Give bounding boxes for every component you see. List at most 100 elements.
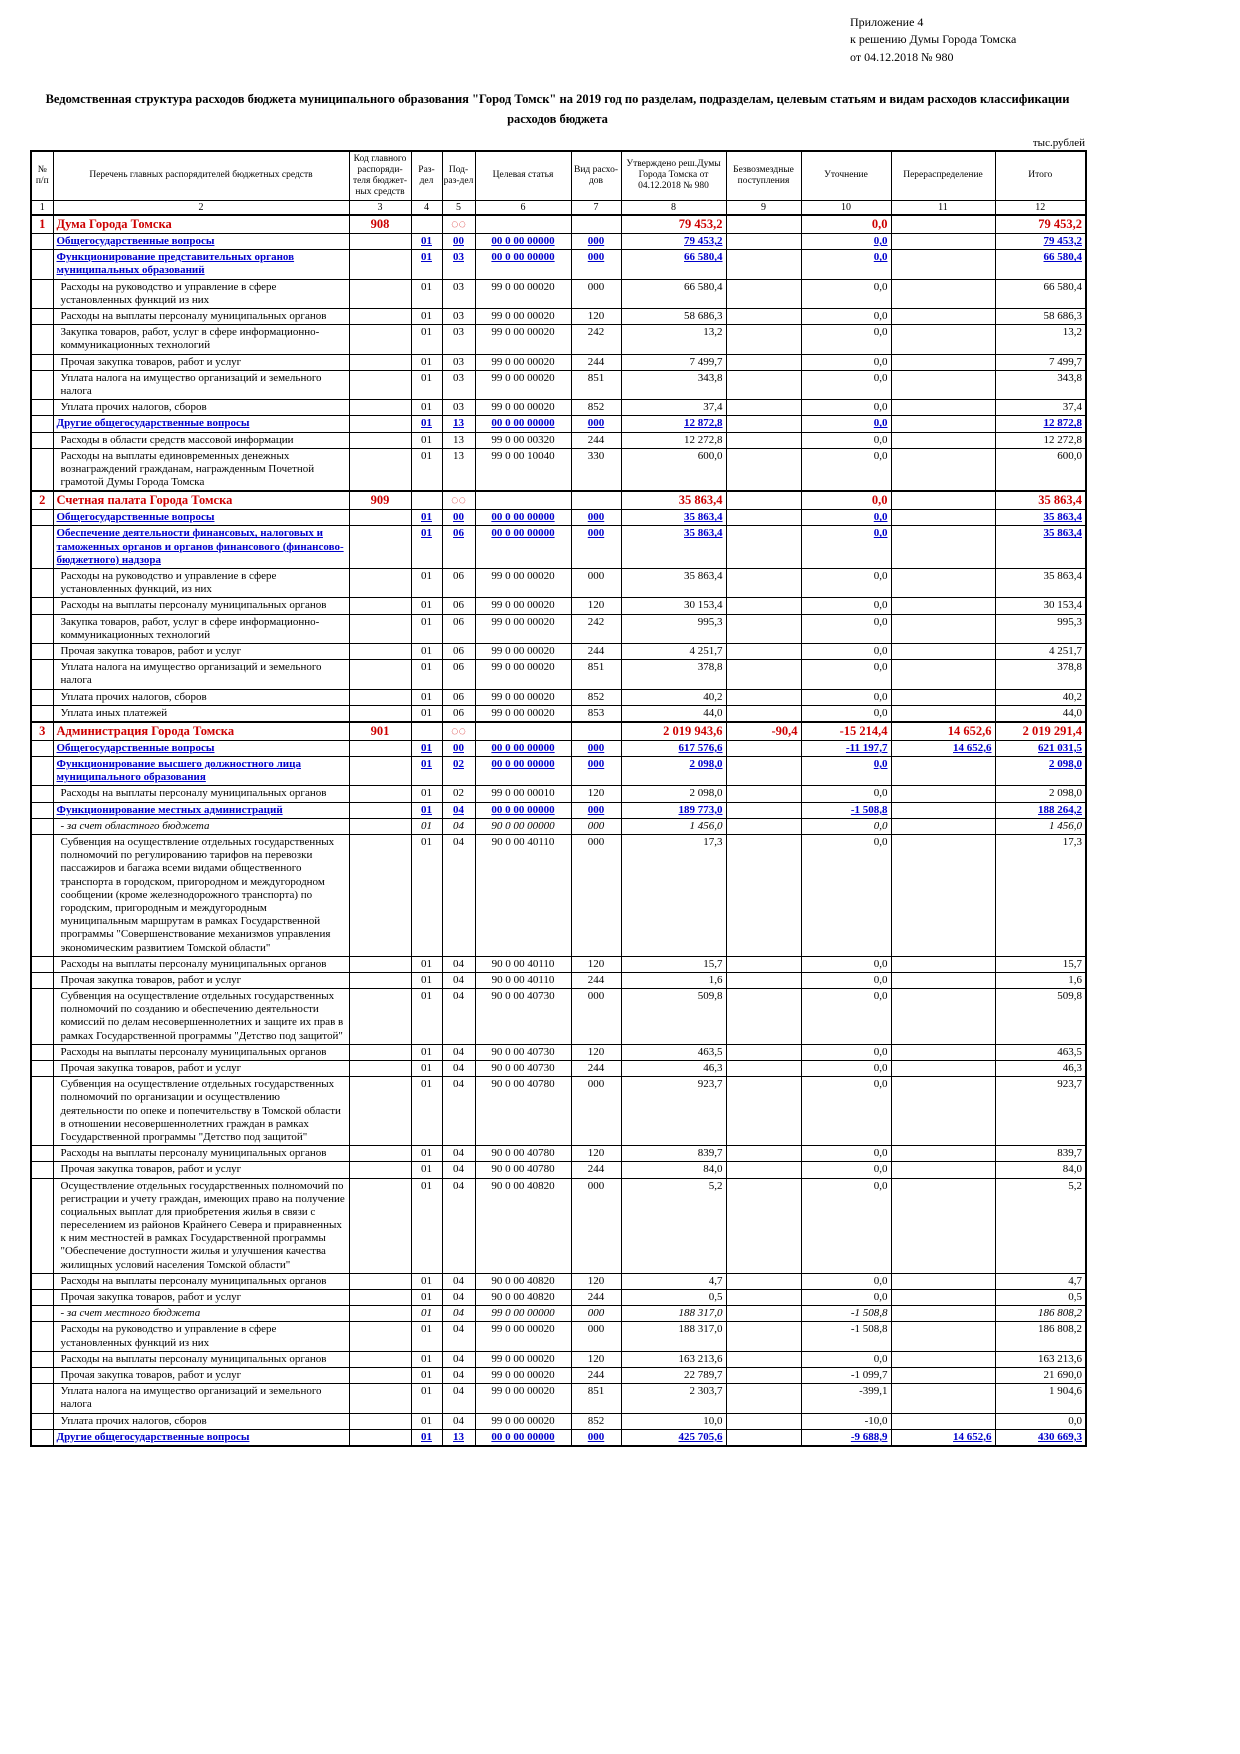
cell-num (30, 308, 54, 326)
cell-rz: 01 (410, 324, 443, 355)
cell-pr: 03 (441, 278, 476, 310)
table-row: Уплата прочих налогов, сборов 01 04 99 0 00… (30, 1412, 1087, 1430)
cell-num (30, 1177, 54, 1274)
cell-total: 46,3 (994, 1060, 1087, 1078)
cell-vr: 000 (570, 249, 622, 280)
column-number-cell: 4 (410, 199, 443, 216)
cell-approved: 600,0 (620, 447, 727, 492)
cell-rz: 01 (410, 834, 443, 957)
cell-total: 2 098,0 (994, 756, 1087, 787)
cell-rz: 01 (410, 739, 443, 758)
cell-total: 2 098,0 (994, 785, 1087, 803)
cell-redistrib (890, 353, 996, 371)
cell-pr: 02 (441, 756, 476, 787)
cell-grants (725, 525, 802, 570)
cell-name: Другие общегосударственные вопросы (52, 1428, 350, 1447)
cell-pr: 04 (441, 801, 476, 819)
cell-redistrib (890, 1305, 996, 1323)
cell-name: Уплата прочих налогов, сборов (52, 1412, 350, 1430)
cell-adjust: 0,0 (800, 1272, 892, 1291)
column-number-cell: 11 (890, 199, 996, 216)
cell-adjust: 0,0 (800, 988, 892, 1045)
cell-rz (410, 720, 443, 741)
cell-name: Уплата прочих налогов, сборов (52, 688, 350, 706)
cell-name: Прочая закупка товаров, работ и услуг (52, 353, 350, 371)
cell-num (30, 233, 54, 251)
cell-approved: 79 453,2 (620, 233, 727, 251)
cell-pr: 06 (441, 704, 476, 723)
table-row: Уплата прочих налогов, сборов 01 03 99 0 00… (30, 399, 1087, 417)
cell-cs: 99 0 00 00020 (474, 369, 572, 401)
table-row: - за счет областного бюджета 01 04 90 0 00 … (30, 817, 1087, 836)
cell-name: Другие общегосударственные вопросы (52, 415, 350, 433)
cell-rz: 01 (410, 568, 443, 599)
table-row: 3 Администрация Города Томска 901 ◌◌ 2 019 9… (30, 720, 1087, 741)
cell-vr: 000 (570, 278, 622, 310)
table-row: Субвенция на осуществление отдельных гос… (30, 834, 1087, 957)
cell-redistrib (890, 834, 996, 957)
cell-num (30, 1161, 54, 1179)
cell-name: Счетная палата Города Томска (52, 490, 350, 511)
cell-num (30, 1272, 54, 1291)
cell-num (30, 1321, 54, 1352)
cell-rz: 01 (410, 688, 443, 706)
table-row: Общегосударственные вопросы 01 00 00 0 00 0… (30, 233, 1087, 251)
cell-pr: 13 (441, 1428, 476, 1447)
cell-name: Общегосударственные вопросы (52, 233, 350, 251)
cell-num (30, 1350, 54, 1368)
cell-adjust: 0,0 (800, 1060, 892, 1078)
cell-rz: 01 (410, 369, 443, 401)
cell-grants (725, 1043, 802, 1062)
cell-code (348, 1305, 412, 1323)
cell-code (348, 1289, 412, 1307)
cell-pr: 04 (441, 1383, 476, 1414)
cell-approved: 35 863,4 (620, 525, 727, 570)
cell-rz: 01 (410, 1350, 443, 1368)
cell-cs: 90 0 00 40730 (474, 1060, 572, 1078)
cell-num (30, 688, 54, 706)
cell-rz: 01 (410, 415, 443, 433)
cell-grants (725, 756, 802, 787)
cell-approved: 22 789,7 (620, 1366, 727, 1385)
column-number-cell: 12 (994, 199, 1087, 216)
table-row: Функционирование местных администраций 01… (30, 801, 1087, 819)
cell-pr: 13 (441, 431, 476, 449)
table-row: Субвенция на осуществление отдельных гос… (30, 988, 1087, 1045)
cell-vr: 244 (570, 971, 622, 990)
cell-vr: 851 (570, 659, 622, 690)
cell-redistrib (890, 233, 996, 251)
cell-cs: 00 0 00 00000 (474, 509, 572, 527)
cell-pr: 06 (441, 642, 476, 661)
cell-total: 58 686,3 (994, 308, 1087, 326)
cell-adjust: -1 099,7 (800, 1366, 892, 1385)
cell-num (30, 955, 54, 973)
cell-pr: 04 (441, 1366, 476, 1385)
cell-grants (725, 1289, 802, 1307)
cell-pr: 04 (441, 955, 476, 973)
annotation-line-2: к решению Думы Города Томска (850, 32, 1017, 47)
cell-code (348, 431, 412, 449)
cell-code (348, 613, 412, 644)
cell-rz: 01 (410, 249, 443, 280)
cell-total: 79 453,2 (994, 214, 1087, 235)
cell-num (30, 785, 54, 803)
cell-adjust: 0,0 (800, 431, 892, 449)
cell-total: 343,8 (994, 369, 1087, 401)
cell-vr: 120 (570, 1350, 622, 1368)
cell-code (348, 1076, 412, 1147)
cell-vr: 244 (570, 1289, 622, 1307)
column-number-cell: 3 (348, 199, 412, 216)
cell-vr: 120 (570, 785, 622, 803)
cell-code: 909 (348, 490, 412, 511)
table-row: Общегосударственные вопросы 01 00 00 0 00 0… (30, 509, 1087, 527)
cell-adjust: 0,0 (800, 597, 892, 615)
cell-cs: 90 0 00 40780 (474, 1145, 572, 1163)
cell-approved: 188 317,0 (620, 1305, 727, 1323)
cell-num (30, 659, 54, 690)
cell-name: Расходы на руководство и управление в сф… (52, 278, 350, 310)
column-number-cell: 1 (30, 199, 54, 216)
cell-total: 2 019 291,4 (994, 720, 1087, 741)
cell-approved: 35 863,4 (620, 509, 727, 527)
cell-code (348, 1161, 412, 1179)
cell-name: Уплата налога на имущество организаций и… (52, 1383, 350, 1414)
